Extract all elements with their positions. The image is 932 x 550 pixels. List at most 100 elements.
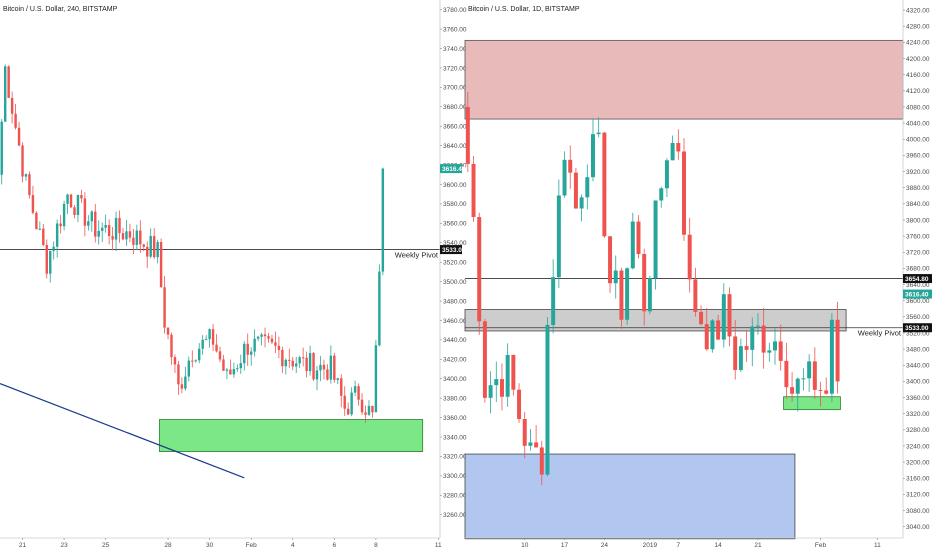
candle-body <box>750 326 755 350</box>
pivot-zone <box>464 309 847 332</box>
demand-zone <box>464 453 796 540</box>
y-tick-label: 3520.00 <box>906 330 930 337</box>
candle-body <box>215 344 218 352</box>
candle-body <box>488 385 493 398</box>
y-tick-label: 3080.00 <box>906 508 930 515</box>
y-tick-label: 3660.00 <box>443 124 467 131</box>
y-tick-label: 3160.00 <box>906 476 930 483</box>
x-tick-label: 11 <box>435 542 442 549</box>
y-tick-label: 3580.00 <box>443 201 467 208</box>
candle-body <box>159 242 163 288</box>
candle-body <box>211 329 215 345</box>
candle-body <box>83 198 87 226</box>
candle-body <box>295 363 298 367</box>
candle-body <box>107 224 111 237</box>
candle-body <box>812 361 817 390</box>
y-tick-label: 3380.00 <box>443 395 467 402</box>
x-tick-label: 2019 <box>643 542 658 549</box>
candle-body <box>364 412 367 415</box>
y-tick-label: 4000.00 <box>906 137 930 144</box>
candle-body <box>590 134 595 178</box>
candle-body <box>824 390 829 394</box>
y-tick-label: 3460.00 <box>443 318 467 325</box>
chart-title: Bitcoin / U.S. Dollar, 1D, BITSTAMP <box>468 6 580 13</box>
candle-body <box>704 324 709 350</box>
x-tick-label: 28 <box>164 542 172 549</box>
candle-body <box>194 360 197 362</box>
candle-body <box>184 376 187 389</box>
candle-body <box>784 360 789 388</box>
candle-body <box>573 172 578 209</box>
candle-body <box>305 357 308 372</box>
candle-body <box>676 143 681 152</box>
candle-body <box>505 354 510 397</box>
candle-body <box>187 360 191 377</box>
candle-body <box>630 221 635 269</box>
candle-body <box>371 405 374 413</box>
resistance-badge-bg <box>903 274 932 284</box>
candle-body <box>608 236 613 284</box>
x-tick-label: 25 <box>102 542 110 549</box>
candle-body <box>522 419 527 446</box>
y-tick-label: 4240.00 <box>906 40 930 47</box>
candle-body <box>545 324 550 475</box>
y-tick-label: 3280.00 <box>443 493 467 500</box>
y-tick-label: 3200.00 <box>906 459 930 466</box>
candle-body <box>236 368 239 370</box>
candle-body <box>818 389 823 391</box>
candle-body <box>381 168 385 272</box>
x-tick-label: 30 <box>206 542 214 549</box>
candle-body <box>534 442 539 448</box>
candle-body <box>333 355 336 380</box>
candle-body <box>111 236 114 240</box>
y-tick-label: 3540.00 <box>443 240 467 247</box>
candle-body <box>267 336 270 339</box>
candle-body <box>340 378 343 396</box>
y-tick-label: 3600.00 <box>443 182 467 189</box>
candle-body <box>149 236 152 257</box>
candle-body <box>551 277 556 325</box>
candle-body <box>243 343 246 364</box>
candle-body <box>263 334 267 337</box>
y-tick-label: 3320.00 <box>906 411 930 418</box>
y-tick-label: 3700.00 <box>443 85 467 92</box>
y-tick-label: 3680.00 <box>906 266 930 273</box>
candle-body <box>142 244 145 247</box>
candle-body <box>795 378 800 394</box>
candle-body <box>281 349 284 367</box>
candle-body <box>625 268 630 320</box>
last-price-badge-bg <box>440 164 462 174</box>
candle-body <box>738 346 743 370</box>
candle-body <box>42 228 45 245</box>
candle-body <box>336 378 340 380</box>
candle-body <box>716 320 721 340</box>
candle-body <box>191 360 194 362</box>
candle-body <box>31 195 35 213</box>
candle-body <box>121 233 125 240</box>
candle-body <box>494 379 499 386</box>
x-tick-label: 7 <box>676 542 680 549</box>
candle-body <box>87 221 90 226</box>
candle-body <box>642 254 647 312</box>
y-tick-label: 3920.00 <box>906 169 930 176</box>
candle-body <box>246 343 249 355</box>
candle-body <box>118 217 121 234</box>
y-tick-label: 3360.00 <box>906 395 930 402</box>
x-tick-label: 21 <box>19 542 27 549</box>
candle-body <box>28 174 31 196</box>
candle-body <box>104 224 107 228</box>
candle-body <box>721 294 726 340</box>
candle-body <box>659 188 664 201</box>
candle-body <box>21 145 24 177</box>
candle-body <box>201 339 204 349</box>
candle-body <box>807 361 812 379</box>
y-tick-label: 3680.00 <box>443 104 467 111</box>
candle-body <box>374 345 378 413</box>
candle-body <box>35 212 38 230</box>
chart-panel-1: Bitcoin / U.S. Dollar, 240, BITSTAMP 3260… <box>0 0 467 549</box>
y-tick-label: 3400.00 <box>906 379 930 386</box>
candle-body <box>3 66 7 122</box>
candle-body <box>139 230 142 245</box>
candle-body <box>699 311 704 325</box>
y-tick-label: 3360.00 <box>443 415 467 422</box>
